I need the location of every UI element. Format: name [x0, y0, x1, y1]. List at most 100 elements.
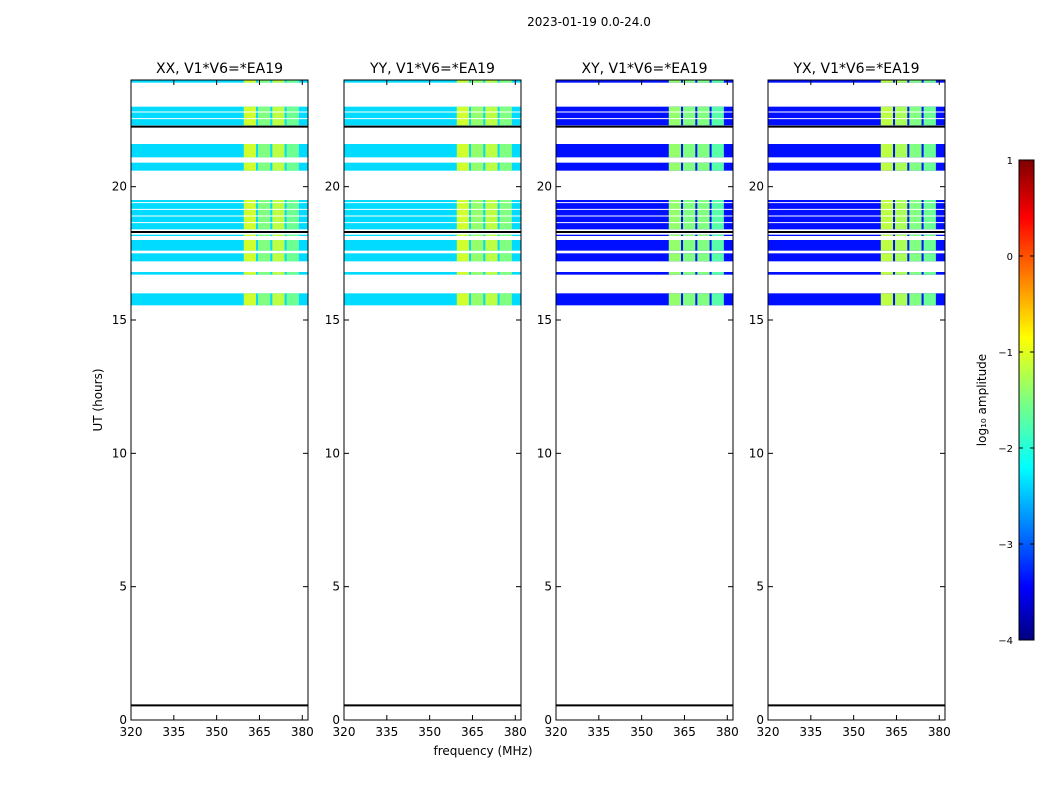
heatmap-row	[131, 272, 308, 275]
heatmap-band	[697, 200, 710, 230]
heatmap-band	[272, 80, 285, 83]
y-tick-label: 5	[332, 580, 340, 594]
heatmap-band	[697, 272, 710, 275]
heatmap-band	[668, 106, 682, 126]
panel-xy: XY, V1*V6=*EA19 320 335 350 365 380 0 5 10 15 20	[537, 61, 739, 739]
colorbar-label: log₁₀ amplitude	[975, 354, 989, 446]
heatmap-band	[456, 293, 470, 306]
heatmap-band	[895, 162, 908, 171]
y-tick-label: 20	[537, 180, 552, 194]
heatmap-band	[697, 293, 710, 306]
x-tick-label: 380	[504, 725, 527, 739]
heatmap-row	[556, 80, 733, 83]
heatmap-row	[344, 272, 521, 275]
heatmap-band	[258, 272, 271, 275]
y-tick-label: 15	[537, 313, 552, 327]
colorbar-tick-label: −4	[998, 636, 1013, 647]
x-tick-label: 350	[842, 725, 865, 739]
heatmap-band	[243, 272, 257, 275]
panel-yx: YX, V1*V6=*EA19 320 335 350 365 380 0 5 10 15 20	[749, 61, 951, 739]
heatmap-band	[258, 106, 271, 126]
heatmap-band	[258, 162, 271, 171]
x-tick-label: 380	[291, 725, 314, 739]
x-tick-label: 335	[375, 725, 398, 739]
panel-title: YY, V1*V6=*EA19	[369, 61, 495, 77]
heatmap-band	[668, 253, 682, 262]
heatmap-band	[243, 200, 257, 230]
heatmap-row	[131, 240, 308, 251]
heatmap-band	[923, 293, 936, 306]
colorbar-tick-label: 1	[1007, 156, 1013, 167]
heatmap-band	[243, 106, 257, 126]
heatmap-band	[471, 80, 484, 83]
heatmap-band	[258, 144, 271, 158]
plot-frame	[130, 79, 309, 721]
heatmap-row	[768, 240, 945, 251]
heatmap-band	[456, 80, 470, 83]
plot-frame	[555, 79, 734, 721]
heatmap-row	[556, 272, 733, 275]
heatmap-band	[711, 80, 724, 83]
heatmap-band	[471, 293, 484, 306]
heatmap-band	[697, 253, 710, 262]
heatmap-band	[471, 162, 484, 171]
heatmap-row	[556, 162, 733, 171]
heatmap-row	[131, 80, 308, 83]
heatmap-band	[286, 234, 299, 236]
heatmap-band	[485, 240, 498, 251]
heatmap-band	[258, 200, 271, 230]
heatmap-band	[456, 272, 470, 275]
heatmap-band	[485, 80, 498, 83]
heatmap-band	[711, 144, 724, 158]
heatmap-band	[711, 253, 724, 262]
x-tick-label: 320	[120, 725, 143, 739]
colorbar-tick-label: −2	[998, 444, 1013, 455]
x-tick-label: 365	[461, 725, 484, 739]
x-tick-label: 320	[757, 725, 780, 739]
heatmap-band	[286, 272, 299, 275]
heatmap-band	[286, 253, 299, 262]
heatmap-band	[909, 253, 922, 262]
heatmap-band	[258, 240, 271, 251]
heatmap-band	[499, 106, 512, 126]
heatmap-band	[668, 272, 682, 275]
heatmap-row	[344, 240, 521, 251]
heatmap-band	[243, 240, 257, 251]
heatmap-band	[243, 234, 257, 236]
heatmap-row	[768, 234, 945, 236]
heatmap-band	[272, 240, 285, 251]
heatmap-band	[880, 106, 894, 126]
heatmap-band	[683, 293, 696, 306]
panel-yy: YY, V1*V6=*EA19 320 335 350 365 380 0 5 10 15 20	[325, 61, 527, 739]
y-tick-label: 20	[325, 180, 340, 194]
heatmap-band	[456, 240, 470, 251]
heatmap-band	[456, 234, 470, 236]
heatmap-row	[131, 253, 308, 262]
x-tick-label: 365	[248, 725, 271, 739]
heatmap-band	[880, 144, 894, 158]
heatmap-band	[895, 240, 908, 251]
heatmap-band	[711, 106, 724, 126]
y-tick-label: 20	[112, 180, 127, 194]
plot-area	[768, 80, 945, 720]
heatmap-band	[668, 144, 682, 158]
colorbar-tick-label: −1	[998, 348, 1013, 359]
figure-title: 2023-01-19 0.0-24.0	[527, 15, 651, 29]
heatmap-band	[895, 272, 908, 275]
heatmap-band	[485, 272, 498, 275]
heatmap-band	[286, 240, 299, 251]
x-tick-label: 335	[162, 725, 185, 739]
heatmap-band	[909, 106, 922, 126]
heatmap-row	[768, 253, 945, 262]
heatmap-band	[697, 234, 710, 236]
heatmap-band	[697, 144, 710, 158]
heatmap-band	[880, 162, 894, 171]
heatmap-row	[556, 240, 733, 251]
y-tick-label: 10	[749, 446, 764, 460]
y-tick-label: 0	[119, 713, 127, 727]
heatmap-band	[711, 293, 724, 306]
x-tick-label: 365	[885, 725, 908, 739]
panel-title: YX, V1*V6=*EA19	[793, 61, 920, 77]
heatmap-band	[697, 162, 710, 171]
